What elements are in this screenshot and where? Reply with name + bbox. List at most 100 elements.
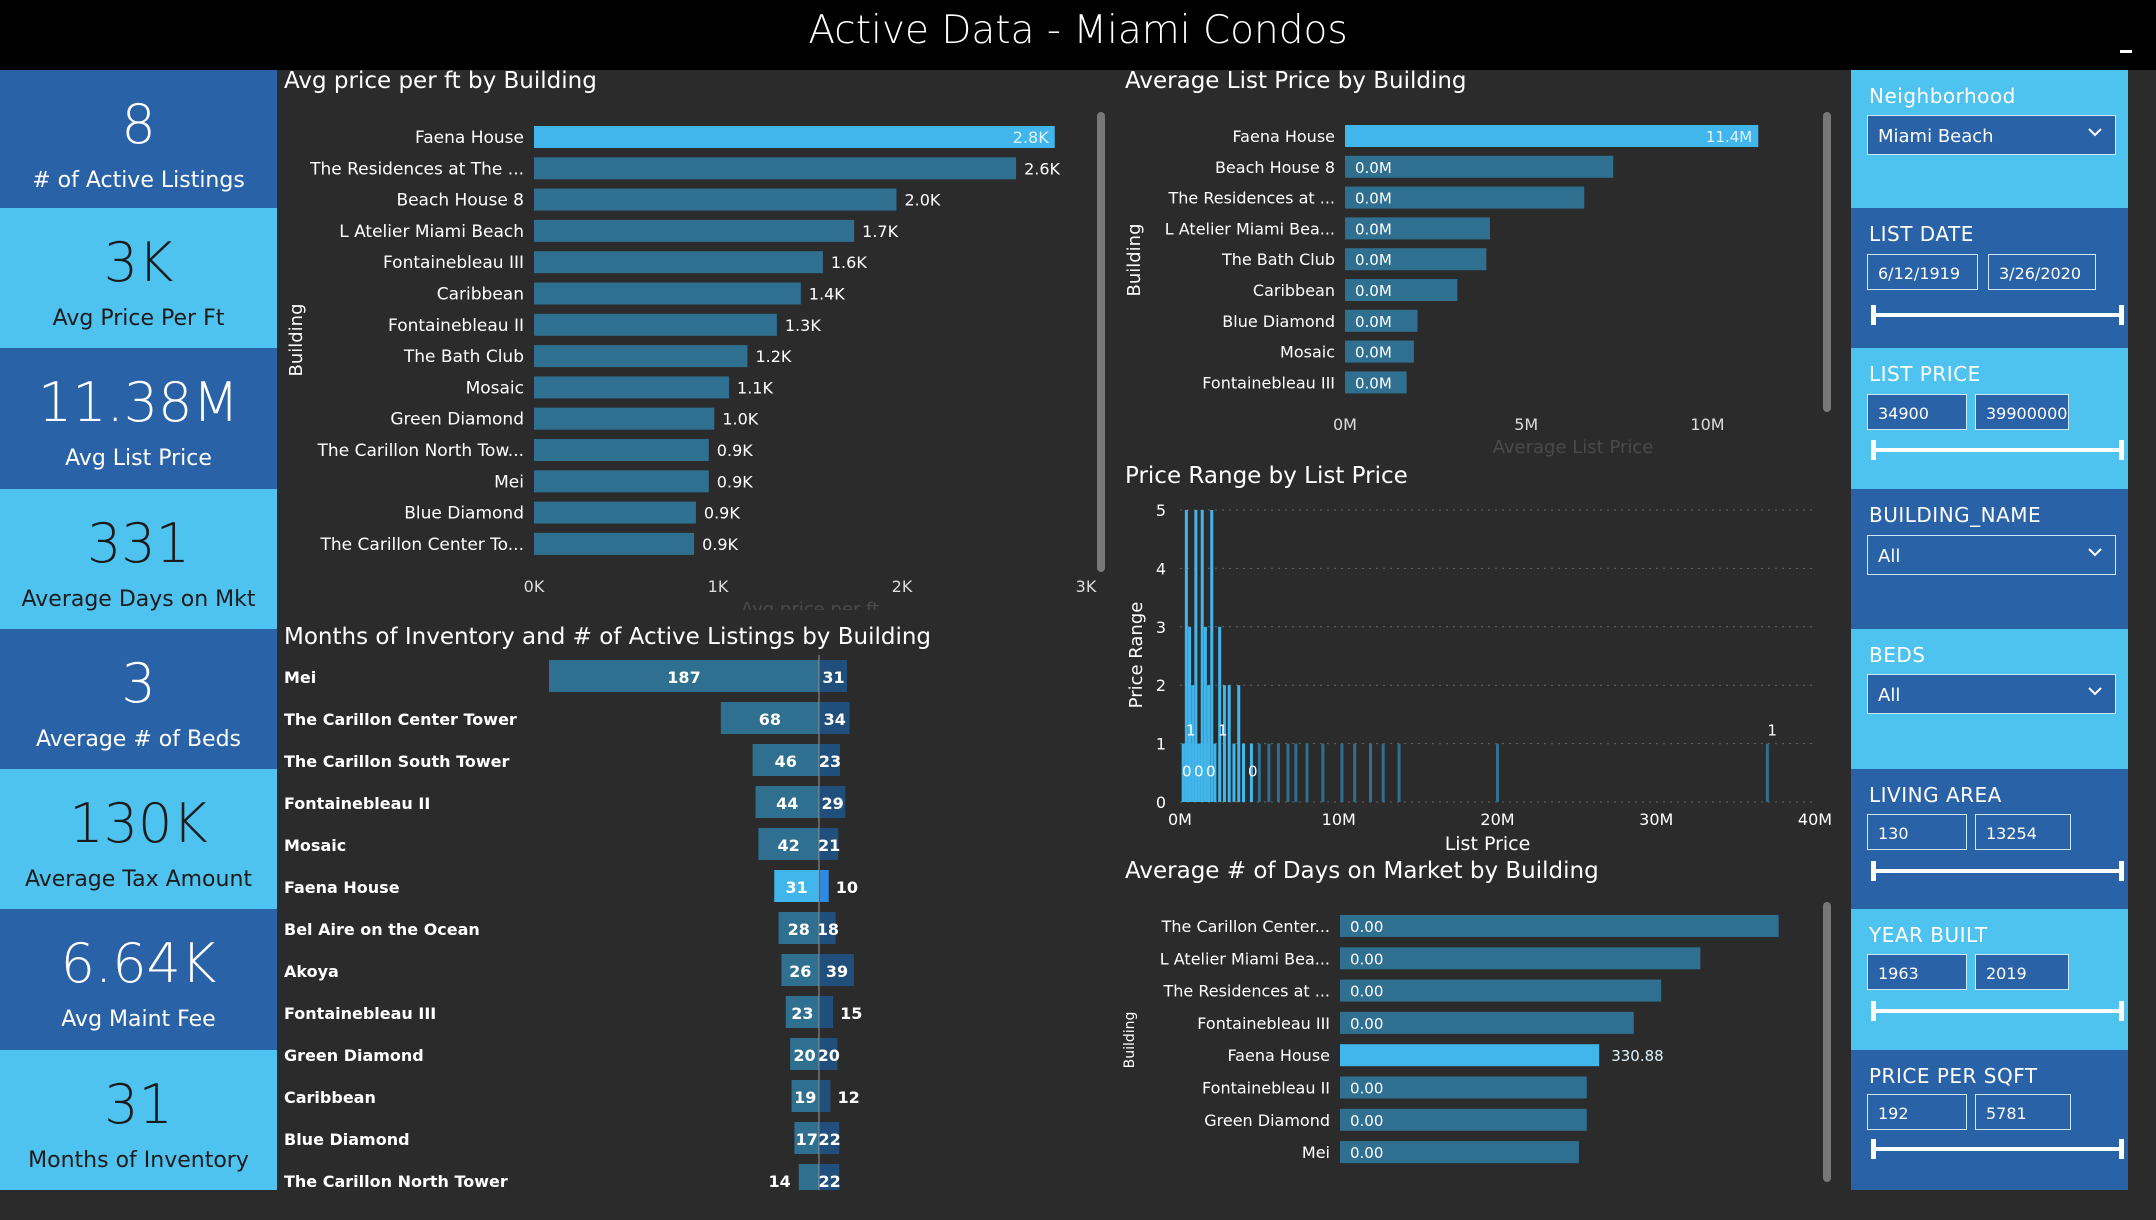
bar[interactable] (1276, 743, 1280, 802)
bar[interactable] (1345, 248, 1487, 271)
year-built-from-input[interactable]: 1963 (1867, 954, 1967, 990)
bar[interactable] (1203, 626, 1207, 802)
bar[interactable] (720, 702, 819, 734)
bar[interactable] (534, 282, 801, 305)
bar[interactable] (791, 1080, 819, 1112)
bar[interactable] (758, 828, 819, 860)
bar[interactable] (1345, 186, 1585, 209)
living-area-range-slider[interactable] (1871, 861, 2124, 881)
bar[interactable] (794, 1122, 819, 1154)
bar[interactable] (785, 996, 819, 1028)
bar[interactable] (1200, 510, 1204, 802)
bar[interactable] (1369, 743, 1372, 802)
bar[interactable] (534, 345, 748, 368)
bar[interactable] (1345, 125, 1759, 147)
bar[interactable] (1345, 279, 1458, 301)
bar[interactable] (534, 219, 855, 242)
bar[interactable] (534, 532, 695, 555)
bar[interactable] (1232, 743, 1236, 802)
slider-handle-max[interactable] (2119, 1001, 2124, 1021)
bar[interactable] (534, 157, 1017, 180)
bar[interactable] (1184, 510, 1188, 802)
slider-handle-max[interactable] (2119, 861, 2124, 881)
slider-handle-max[interactable] (2119, 1139, 2124, 1159)
slider-handle-min[interactable] (1871, 1139, 1876, 1159)
bar[interactable] (1294, 743, 1298, 802)
year-built-to-input[interactable]: 2019 (1975, 954, 2069, 990)
bar[interactable] (1765, 743, 1769, 802)
bar[interactable] (1345, 155, 1614, 178)
bar[interactable] (1182, 743, 1210, 802)
bar[interactable] (534, 376, 730, 399)
bar[interactable] (1345, 309, 1418, 332)
building-name-dropdown[interactable]: All (1867, 535, 2116, 575)
bar[interactable] (534, 439, 709, 461)
list-price-from-input[interactable]: 34900 (1867, 394, 1967, 430)
bar[interactable] (820, 996, 834, 1028)
chart-months-inventory[interactable]: Mei 187 31 The Carillon Center Tower 68 34 The… (284, 655, 1104, 1195)
bar[interactable] (1188, 626, 1192, 802)
bar[interactable] (549, 660, 819, 692)
bar[interactable] (1237, 685, 1241, 802)
bar[interactable] (790, 1038, 819, 1070)
slider-handle-min[interactable] (1871, 305, 1876, 325)
year-built-range-slider[interactable] (1871, 1001, 2124, 1021)
bar[interactable] (1227, 685, 1231, 802)
list-price-range-slider[interactable] (1871, 440, 2124, 460)
minimize-icon[interactable] (2120, 50, 2132, 53)
bar[interactable] (755, 786, 819, 818)
bar[interactable] (820, 1122, 840, 1154)
slider-handle-min[interactable] (1871, 440, 1876, 460)
slider-handle-min[interactable] (1871, 861, 1876, 881)
bar[interactable] (1340, 1141, 1579, 1164)
bar[interactable] (1353, 743, 1357, 802)
list-price-to-input[interactable]: 39900000 (1975, 394, 2069, 430)
bar[interactable] (820, 1164, 840, 1195)
bar[interactable] (1321, 743, 1325, 802)
price-per-sqft-to-input[interactable]: 5781 (1975, 1094, 2071, 1130)
slider-handle-min[interactable] (1871, 1001, 1876, 1021)
bar[interactable] (1345, 371, 1407, 394)
bar[interactable] (1340, 1044, 1600, 1067)
bar[interactable] (820, 954, 854, 986)
bar[interactable] (752, 744, 819, 776)
bar[interactable] (1257, 743, 1261, 802)
bar[interactable] (1191, 685, 1195, 802)
bar[interactable] (1194, 510, 1198, 802)
bar[interactable] (1267, 743, 1271, 802)
bar[interactable] (534, 251, 823, 274)
bar[interactable] (820, 702, 850, 734)
bar[interactable] (1305, 743, 1309, 802)
bar[interactable] (781, 954, 819, 986)
bar[interactable] (820, 1038, 838, 1070)
bar[interactable] (820, 744, 841, 776)
bar[interactable] (1213, 743, 1217, 802)
scrollbar-days-on-market[interactable] (1823, 902, 1831, 1182)
list-date-to-input[interactable]: 3/26/2020 (1988, 254, 2096, 290)
bar[interactable] (1249, 743, 1253, 802)
bar[interactable] (1496, 743, 1499, 802)
chart-avg-price-per-ft[interactable]: Faena House 2.8K The Residences at The ...… (284, 110, 1104, 610)
bar[interactable] (534, 313, 777, 336)
bar[interactable] (1210, 510, 1214, 802)
bar[interactable] (1207, 685, 1211, 802)
list-date-range-slider[interactable] (1871, 305, 2124, 325)
bar[interactable] (1345, 340, 1414, 363)
bar[interactable] (1222, 685, 1226, 802)
bar[interactable] (820, 828, 839, 860)
scrollbar-list-price[interactable] (1823, 112, 1831, 412)
bar[interactable] (820, 660, 847, 692)
bar[interactable] (534, 188, 897, 211)
bar[interactable] (534, 470, 709, 493)
bar[interactable] (1340, 743, 1344, 802)
bar[interactable] (534, 501, 696, 524)
slider-handle-max[interactable] (2119, 305, 2124, 325)
bar[interactable] (1397, 743, 1401, 802)
bar[interactable] (820, 870, 829, 902)
bar[interactable] (820, 786, 846, 818)
living-area-from-input[interactable]: 130 (1867, 814, 1967, 850)
bar[interactable] (1381, 743, 1385, 802)
bar[interactable] (1242, 743, 1245, 802)
living-area-to-input[interactable]: 13254 (1975, 814, 2071, 850)
